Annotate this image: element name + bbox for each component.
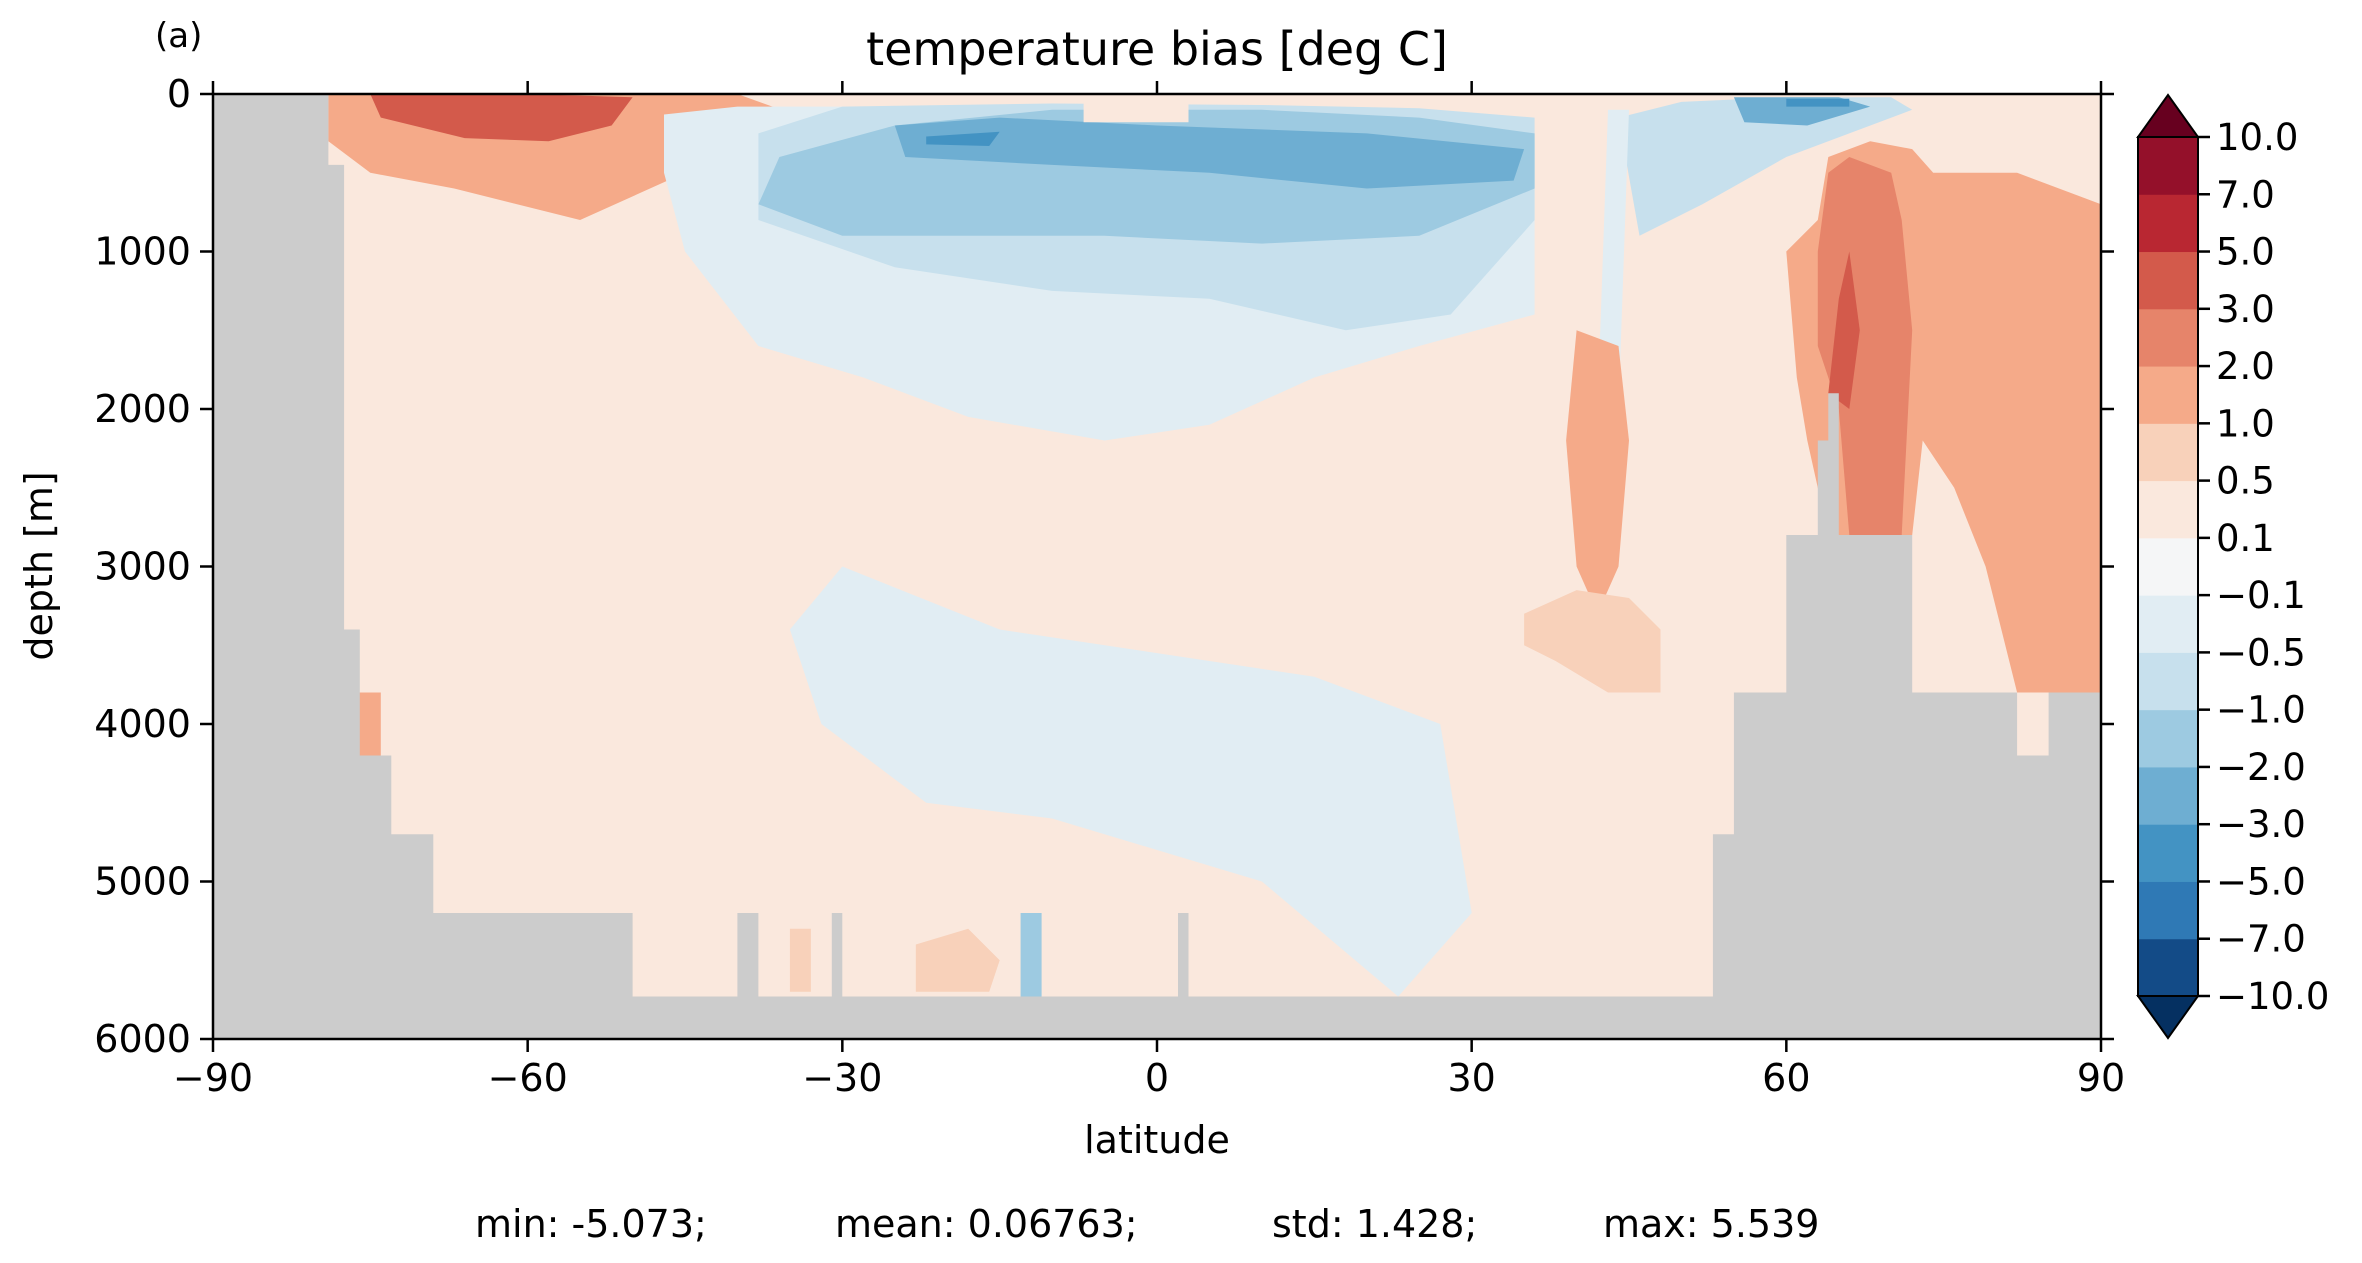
stat-std: std: 1.428; — [1272, 1202, 1477, 1246]
colorbar-tick-label: 5.0 — [2216, 231, 2275, 274]
colorbar-segment — [2138, 366, 2198, 424]
colorbar: −10.0 −7.0 −5.0 −3.0 −2.0 −1.0 −0.5 −0.1 0.1 0.5 1… — [2136, 93, 2329, 1040]
y-tick-label: 6000 — [94, 1017, 191, 1061]
colorbar-tick-label: 7.0 — [2216, 173, 2275, 216]
y-tick-label: 1000 — [94, 230, 191, 274]
stat-min: min: -5.073; — [475, 1202, 707, 1246]
x-tick-label: 30 — [1447, 1056, 1495, 1100]
colorbar-segment — [2138, 595, 2198, 653]
x-tick-label: 90 — [2077, 1056, 2125, 1100]
colorbar-tick-label: −3.0 — [2216, 803, 2306, 846]
colorbar-tick-label: −0.5 — [2216, 631, 2306, 674]
bias-region-15 — [1597, 109, 1629, 410]
colorbar-segment — [2138, 537, 2198, 596]
chart-title: temperature bias [deg C] — [866, 22, 1448, 76]
y-tick-label: 2000 — [94, 387, 191, 431]
y-tick-label: 3000 — [94, 545, 191, 589]
bias-region-17 — [1817, 157, 1913, 535]
colorbar-tick-label: 3.0 — [2216, 288, 2275, 331]
colorbar-segment — [2138, 766, 2198, 825]
colorbar-segment — [2138, 194, 2198, 253]
bias-region-21 — [1524, 590, 1661, 693]
land-mask — [213, 94, 2101, 1039]
colorbar-tick-label: 0.5 — [2216, 460, 2275, 503]
x-tick-label: 60 — [1762, 1056, 1810, 1100]
bias-region-23 — [915, 928, 1000, 992]
x-tick-label: −60 — [488, 1056, 568, 1100]
x-axis: −90 −60 −30 0 30 60 90 — [173, 81, 2125, 1100]
bias-region-8 — [894, 117, 1525, 189]
colorbar-tick-label: −10.0 — [2216, 975, 2329, 1018]
bias-region-10 — [1083, 101, 1189, 123]
bias-region-5 — [789, 566, 1472, 997]
colorbar-tick-label: −5.0 — [2216, 860, 2306, 903]
colorbar-segment — [2138, 709, 2198, 768]
bias-regions — [328, 94, 2101, 997]
plot-area — [213, 94, 2101, 1039]
land-polygon-0 — [213, 94, 2101, 1039]
land-polygon-2 — [831, 913, 843, 997]
colorbar-segment — [2138, 308, 2198, 367]
colorbar-segment — [2138, 423, 2198, 482]
colorbar-tick-label: 0.1 — [2216, 517, 2275, 560]
land-polygon-1 — [737, 913, 759, 997]
bias-region-14 — [1786, 98, 1850, 107]
x-tick-label: −90 — [173, 1056, 253, 1100]
bias-region-18 — [1828, 251, 1860, 409]
colorbar-segment — [2138, 824, 2198, 882]
x-tick-label: −30 — [802, 1056, 882, 1100]
stats-line: min: -5.073; mean: 0.06763; std: 1.428; … — [475, 1202, 1819, 1246]
y-tick-label: 5000 — [94, 860, 191, 904]
colorbar-extend-min — [2136, 995, 2200, 1040]
colorbar-segment — [2138, 251, 2198, 310]
bias-region-11 — [1020, 913, 1042, 997]
colorbar-segment — [2138, 480, 2198, 539]
colorbar-segment — [2138, 652, 2198, 711]
y-tick-label: 0 — [167, 72, 191, 116]
y-axis: 0 1000 2000 3000 4000 5000 6000 — [94, 72, 2114, 1061]
colorbar-tick-label: 2.0 — [2216, 345, 2275, 388]
y-axis-label: depth [m] — [17, 471, 61, 660]
colorbar-tick-label: −7.0 — [2216, 918, 2306, 961]
bias-region-20 — [2080, 330, 2101, 409]
colorbar-segment — [2138, 938, 2198, 997]
colorbar-tick-label: −1.0 — [2216, 689, 2306, 732]
colorbar-tick-label: −2.0 — [2216, 746, 2306, 789]
colorbar-tick-label: −0.1 — [2216, 574, 2306, 617]
bias-region-1 — [370, 94, 633, 142]
colorbar-segment — [2138, 881, 2198, 940]
colorbar-tick-label: 1.0 — [2216, 402, 2275, 445]
panel-label: (a) — [155, 16, 202, 56]
stat-mean: mean: 0.06763; — [835, 1202, 1138, 1246]
colorbar-segment — [2138, 137, 2198, 195]
bias-region-19 — [1566, 330, 1629, 614]
stat-max: max: 5.539 — [1603, 1202, 1819, 1246]
colorbar-tick-label: 10.0 — [2216, 116, 2298, 159]
x-axis-label: latitude — [1084, 1118, 1230, 1162]
bias-region-22 — [789, 928, 811, 992]
bias-region-12 — [1618, 97, 1913, 236]
colorbar-extend-max — [2136, 93, 2200, 138]
x-tick-label: 0 — [1145, 1056, 1169, 1100]
bias-region-9 — [926, 131, 1000, 146]
y-tick-label: 4000 — [94, 702, 191, 746]
land-polygon-3 — [1178, 913, 1189, 997]
colorbar-frame — [2137, 136, 2199, 997]
